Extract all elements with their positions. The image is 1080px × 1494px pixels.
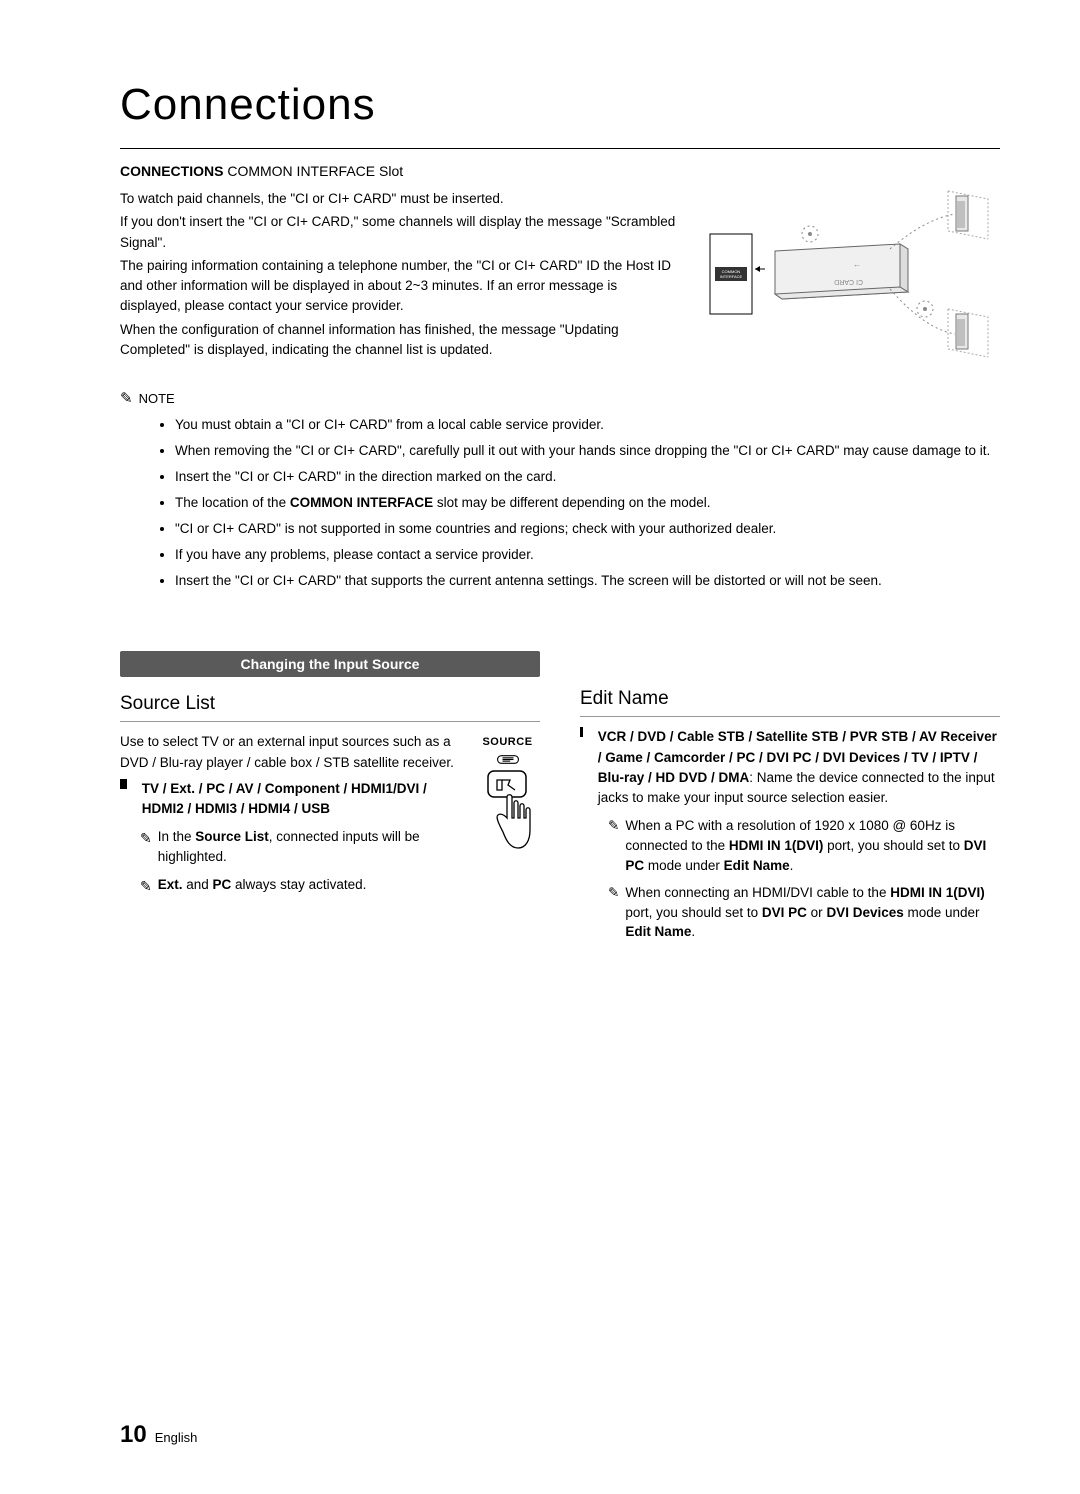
subnote-bold: Edit Name	[625, 924, 691, 939]
section-heading-bold: CONNECTIONS	[120, 163, 223, 179]
square-bullet-icon	[580, 727, 583, 737]
page-language: English	[155, 1430, 198, 1445]
source-list-text: Use to select TV or an external input so…	[120, 732, 465, 895]
subnote-bold: DVI PC	[762, 905, 807, 920]
source-item-bold: TV / Ext. / PC / AV / Component / HDMI1/…	[142, 781, 427, 816]
subnote-text: In the	[158, 829, 196, 844]
subnote-bold: PC	[213, 877, 232, 892]
note-item: The location of the COMMON INTERFACE slo…	[175, 493, 1000, 514]
subnote-text: and	[183, 877, 213, 892]
intro-text: To watch paid channels, the "CI or CI+ C…	[120, 189, 680, 369]
edit-subnote-2: ✎ When connecting an HDMI/DVI cable to t…	[608, 883, 1000, 942]
subnote-bold: Source List	[195, 829, 269, 844]
title-divider	[120, 148, 1000, 149]
note-label-row: ✎ NOTE	[120, 389, 1000, 407]
note-bold: COMMON INTERFACE	[290, 495, 433, 510]
subnote-text: .	[691, 924, 695, 939]
ci-card-diagram: COMMON INTERFACE CI CARD ←	[700, 189, 1000, 369]
two-column-section: Changing the Input Source Source List Us…	[120, 651, 1000, 941]
edit-item-block: VCR / DVD / Cable STB / Satellite STB / …	[580, 727, 1000, 808]
edit-subnote-1: ✎ When a PC with a resolution of 1920 x …	[608, 816, 1000, 875]
subnote-text: port, you should set to	[823, 838, 963, 853]
section-heading: CONNECTIONS COMMON INTERFACE Slot	[120, 163, 1000, 179]
ci-label-2: INTERFACE	[720, 274, 743, 279]
subnote-text: always stay activated.	[231, 877, 366, 892]
intro-p4: When the configuration of channel inform…	[120, 320, 680, 361]
source-list-row: Use to select TV or an external input so…	[120, 732, 540, 895]
subnote-bold: DVI Devices	[826, 905, 903, 920]
changing-input-header: Changing the Input Source	[120, 651, 540, 677]
note-item: You must obtain a "CI or CI+ CARD" from …	[175, 415, 1000, 436]
note-item: If you have any problems, please contact…	[175, 545, 1000, 566]
right-column: Edit Name VCR / DVD / Cable STB / Satell…	[580, 651, 1000, 941]
pencil-icon: ✎	[140, 828, 152, 848]
source-subnote-2: ✎ Ext. and PC always stay activated.	[140, 875, 465, 896]
note-item: Insert the "CI or CI+ CARD" that support…	[175, 571, 1000, 592]
note-text: slot may be different depending on the m…	[433, 495, 710, 510]
note-item: "CI or CI+ CARD" is not supported in som…	[175, 519, 1000, 540]
intro-p1: To watch paid channels, the "CI or CI+ C…	[120, 189, 680, 209]
note-item: When removing the "CI or CI+ CARD", care…	[175, 441, 1000, 462]
intro-p3: The pairing information containing a tel…	[120, 256, 680, 317]
source-button-label: SOURCE	[482, 736, 532, 748]
page-footer: 10 English	[120, 1421, 197, 1449]
subnote-bold: HDMI IN 1(DVI)	[890, 885, 985, 900]
left-column: Changing the Input Source Source List Us…	[120, 651, 540, 941]
subnote-bold: HDMI IN 1(DVI)	[729, 838, 824, 853]
pencil-icon: ✎	[140, 876, 152, 896]
square-bullet-icon	[120, 779, 127, 789]
subnote-bold: Edit Name	[724, 858, 790, 873]
note-list: You must obtain a "CI or CI+ CARD" from …	[175, 415, 1000, 591]
note-block: ✎ NOTE You must obtain a "CI or CI+ CARD…	[120, 389, 1000, 591]
pencil-icon: ✎	[608, 816, 619, 836]
remote-source-icon: SOURCE	[475, 732, 540, 858]
source-item-block: TV / Ext. / PC / AV / Component / HDMI1/…	[120, 779, 465, 820]
pencil-icon: ✎	[608, 883, 619, 903]
edit-name-heading: Edit Name	[580, 688, 1000, 717]
note-label: NOTE	[139, 391, 175, 406]
subnote-text: When connecting an HDMI/DVI cable to the	[625, 885, 890, 900]
subnote-text: .	[790, 858, 794, 873]
note-icon: ✎	[120, 389, 133, 407]
intro-row: To watch paid channels, the "CI or CI+ C…	[120, 189, 1000, 369]
ci-card-text: CI CARD	[834, 278, 863, 285]
subnote-bold: Ext.	[158, 877, 183, 892]
source-list-desc: Use to select TV or an external input so…	[120, 732, 465, 773]
source-subnote-1: ✎ In the Source List, connected inputs w…	[140, 827, 465, 866]
svg-text:←: ←	[853, 260, 861, 269]
section-heading-regular: COMMON INTERFACE Slot	[227, 163, 403, 179]
subnote-text: mode under	[644, 858, 724, 873]
page-title: Connections	[120, 80, 1000, 130]
note-item: Insert the "CI or CI+ CARD" in the direc…	[175, 467, 1000, 488]
hand-press-icon	[480, 768, 535, 853]
subnote-text: port, you should set to	[625, 905, 762, 920]
page-number: 10	[120, 1421, 147, 1449]
subnote-text: or	[807, 905, 827, 920]
intro-p2: If you don't insert the "CI or CI+ CARD,…	[120, 212, 680, 253]
subnote-text: mode under	[904, 905, 980, 920]
note-text: The location of the	[175, 495, 290, 510]
source-list-heading: Source List	[120, 693, 540, 722]
